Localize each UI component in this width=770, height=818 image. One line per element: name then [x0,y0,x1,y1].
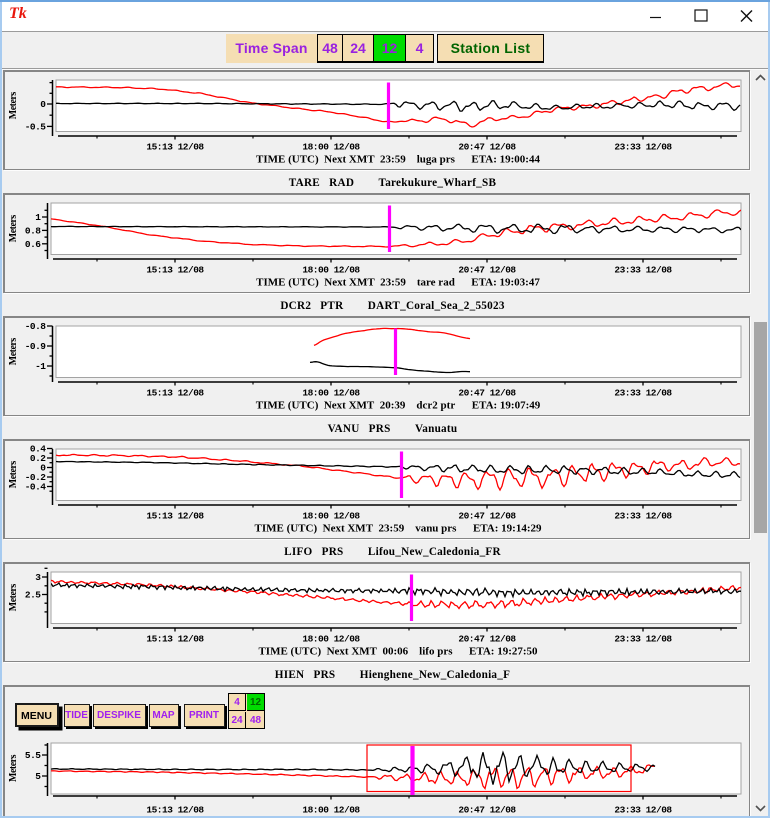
svg-text:Meters: Meters [8,461,19,489]
svg-text:15:13 12/08: 15:13 12/08 [146,264,204,275]
svg-text:0.2: 0.2 [30,453,46,464]
svg-text:Meters: Meters [8,92,19,120]
svg-text:18:00 12/08: 18:00 12/08 [302,510,360,521]
svg-text:-0.4: -0.4 [25,482,47,493]
svg-text:Meters: Meters [8,584,19,612]
svg-text:18:00 12/08: 18:00 12/08 [302,805,360,816]
svg-text:20:47 12/08: 20:47 12/08 [458,264,516,275]
svg-text:23:33 12/08: 23:33 12/08 [614,387,672,398]
svg-text:5.5: 5.5 [25,750,41,761]
svg-text:0.4: 0.4 [30,444,46,455]
svg-text:1: 1 [35,212,41,223]
svg-text:-0.9: -0.9 [25,341,47,352]
svg-text:2.5: 2.5 [25,590,41,601]
svg-text:TIME (UTC) Next XMT 23:59: TIME (UTC) Next XMT 23:59 luga prs ETA: … [256,153,540,165]
svg-text:20:47 12/08: 20:47 12/08 [458,510,516,521]
svg-text:Meters: Meters [8,338,19,366]
svg-text:Meters: Meters [8,215,19,243]
svg-text:18:00 12/08: 18:00 12/08 [302,141,360,152]
svg-text:0: 0 [40,463,46,474]
svg-text:-0.8: -0.8 [25,321,47,332]
svg-text:TIME (UTC) Next XMT 20:39: TIME (UTC) Next XMT 20:39 dcr2 ptr ETA: … [256,399,541,411]
svg-text:-0.5: -0.5 [25,122,47,133]
svg-text:-0.2: -0.2 [25,472,47,483]
svg-text:TIME (UTC) Next XMT 23:59: TIME (UTC) Next XMT 23:59 vanu prs ETA: … [254,522,542,534]
svg-text:0: 0 [40,99,46,110]
svg-text:23:33 12/08: 23:33 12/08 [614,141,672,152]
svg-text:23:33 12/08: 23:33 12/08 [614,264,672,275]
svg-text:20:47 12/08: 20:47 12/08 [458,633,516,644]
svg-text:5: 5 [35,771,41,782]
svg-text:3: 3 [35,572,41,583]
svg-text:TIME (UTC) Next XMT 00:06: TIME (UTC) Next XMT 00:06 lifo prs ETA: … [258,645,538,657]
svg-text:23:33 12/08: 23:33 12/08 [614,510,672,521]
svg-text:0.6: 0.6 [25,239,41,250]
svg-text:20:47 12/08: 20:47 12/08 [458,387,516,398]
svg-text:15:13 12/08: 15:13 12/08 [146,387,204,398]
svg-text:23:33 12/08: 23:33 12/08 [614,805,672,816]
svg-text:-1: -1 [35,361,46,372]
svg-text:15:13 12/08: 15:13 12/08 [146,805,204,816]
svg-text:15:13 12/08: 15:13 12/08 [146,141,204,152]
svg-text:Meters: Meters [8,754,19,782]
svg-text:18:00 12/08: 18:00 12/08 [302,633,360,644]
svg-text:0.8: 0.8 [25,226,41,237]
svg-text:15:13 12/08: 15:13 12/08 [146,510,204,521]
svg-text:TIME (UTC) Next XMT 23:59: TIME (UTC) Next XMT 23:59 tare rad ETA: … [256,276,540,288]
svg-text:18:00 12/08: 18:00 12/08 [302,264,360,275]
svg-text:15:13 12/08: 15:13 12/08 [146,633,204,644]
svg-text:23:33 12/08: 23:33 12/08 [614,633,672,644]
svg-text:20:47 12/08: 20:47 12/08 [458,805,516,816]
svg-text:18:00 12/08: 18:00 12/08 [302,387,360,398]
svg-text:20:47 12/08: 20:47 12/08 [458,141,516,152]
